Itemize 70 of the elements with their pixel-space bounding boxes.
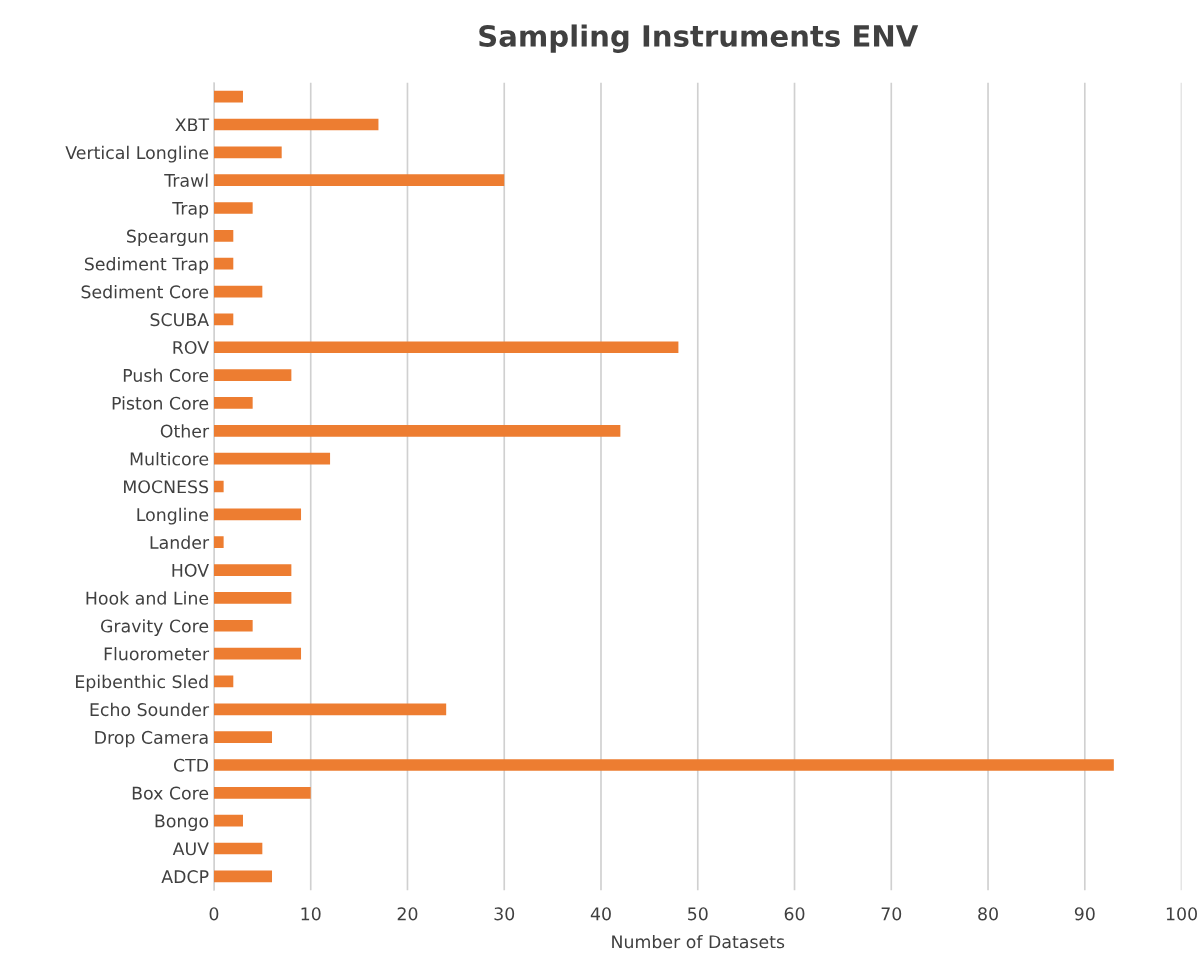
bar [213, 564, 292, 576]
chart-title: Sampling Instruments ENV [479, 24, 919, 53]
y-tick-label: Sediment Trap [84, 257, 209, 274]
bar [213, 480, 224, 493]
bar [213, 870, 273, 883]
bar [213, 759, 1114, 771]
y-tick-label: Fluorometer [104, 646, 210, 661]
bar [213, 174, 505, 187]
y-tick-label: ADCP [161, 870, 209, 884]
y-tick-label: CTD [173, 758, 209, 772]
bar [213, 703, 447, 716]
y-tick-label: Vertical Longline [65, 145, 209, 163]
y-tick-label: Push Core [123, 368, 209, 382]
bar [213, 647, 302, 660]
y-tick-label: Multicore [130, 452, 209, 466]
y-tick-label: SCUBA [150, 313, 209, 327]
y-tick-label: Sediment Core [81, 284, 209, 299]
x-tick-label: 40 [590, 907, 611, 921]
bar [213, 786, 311, 799]
x-tick-label: 60 [784, 907, 805, 921]
x-tick-label: 80 [978, 907, 998, 921]
bar [213, 592, 292, 604]
bar [213, 341, 679, 354]
x-tick-label: 20 [397, 907, 418, 921]
bar [213, 619, 253, 632]
y-tick-label: XBT [175, 118, 210, 132]
bar [213, 257, 234, 270]
bar [213, 536, 224, 549]
y-tick-label: Hook and Line [86, 591, 209, 605]
y-tick-label: Speargun [127, 229, 208, 247]
bar [213, 452, 331, 465]
bar [213, 118, 379, 131]
y-tick-label: Bongo [155, 814, 209, 831]
bar [213, 842, 263, 855]
bar [213, 285, 263, 298]
y-tick-label: Longline [137, 507, 209, 525]
bar [213, 202, 253, 214]
y-tick-label: Epibenthic Sled [76, 674, 208, 692]
x-tick-label: 0 [209, 907, 219, 921]
x-tick-label: 70 [881, 907, 902, 921]
bar [213, 508, 302, 521]
bar [213, 397, 253, 409]
y-tick-label: ROV [173, 340, 209, 355]
y-tick-label: MOCNESS [124, 480, 209, 494]
x-tick-label: 50 [688, 907, 708, 921]
y-tick-label: Other [160, 424, 210, 438]
x-tick-label: 30 [494, 907, 515, 921]
y-tick-label: Trawl [164, 173, 208, 188]
x-axis-title: Number of Datasets [612, 934, 785, 949]
bar [213, 369, 292, 381]
y-tick-label: Box Core [132, 786, 209, 800]
y-tick-label: Drop Camera [95, 730, 208, 748]
bar [213, 731, 273, 743]
y-tick-label: Gravity Core [100, 619, 209, 636]
y-tick-label: HOV [172, 563, 209, 577]
y-tick-label: AUV [172, 842, 209, 856]
x-tick-label: 10 [301, 907, 321, 921]
bar [213, 814, 243, 827]
bar [213, 230, 234, 242]
x-tick-label: 100 [1166, 907, 1197, 921]
y-tick-label: Trap [172, 201, 209, 219]
x-tick-label: 90 [1074, 907, 1095, 921]
y-tick-label: Piston Core [112, 396, 209, 410]
bar [213, 424, 621, 437]
y-tick-label: Echo Sounder [90, 702, 210, 717]
y-tick-label: Lander [150, 535, 210, 550]
bar [213, 313, 234, 326]
bar [213, 146, 282, 159]
bar [213, 90, 243, 103]
bar [213, 675, 234, 688]
